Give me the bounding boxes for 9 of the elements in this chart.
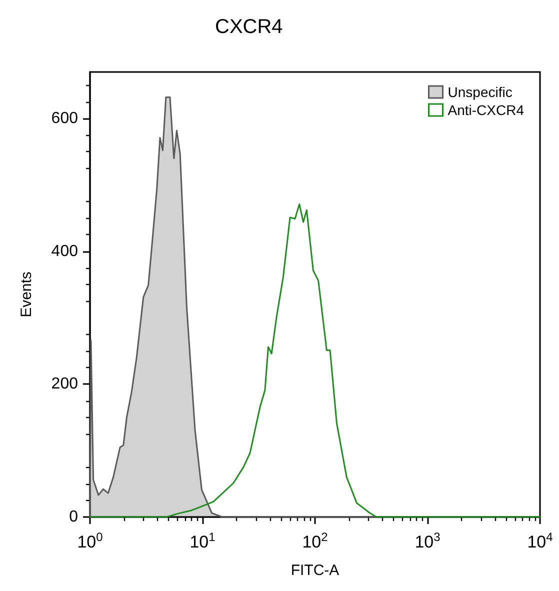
legend-label: Unspecific [448,84,512,100]
x-axis-title: FITC-A [290,562,340,579]
y-tick-label: 600 [51,110,78,127]
y-tick-label: 200 [51,376,78,393]
y-tick-label: 0 [69,508,78,526]
legend-label: Anti-CXCR4 [448,102,524,118]
y-axis-title: Events [18,272,35,318]
chart-title: CXCR4 [215,16,283,38]
y-tick-label: 400 [51,242,78,260]
